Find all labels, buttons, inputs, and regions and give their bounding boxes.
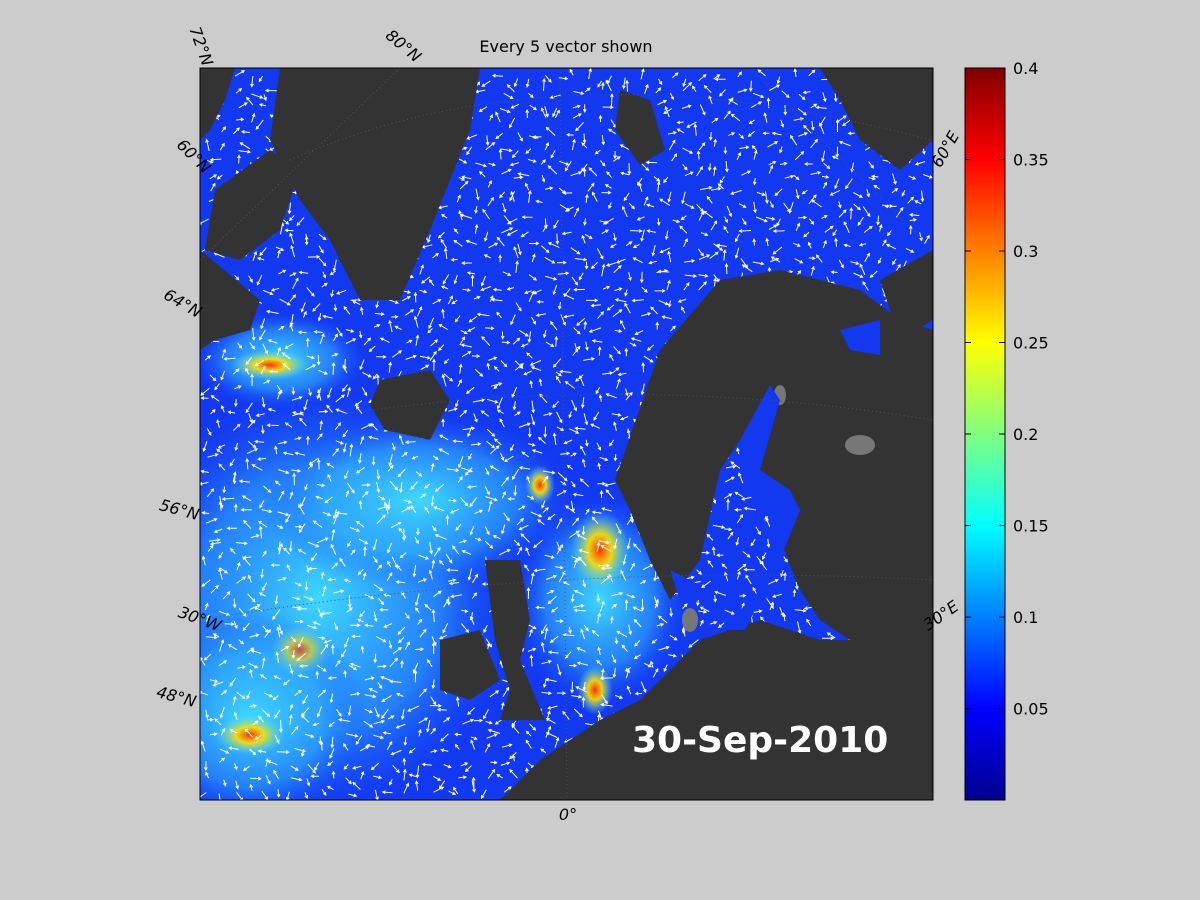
colorbar-tick-label: 0.05	[1013, 700, 1049, 719]
lat-label: 72°N	[185, 24, 217, 68]
map-title: Every 5 vector shown	[479, 37, 652, 56]
lat-label: 64°N	[161, 285, 205, 322]
date-label: 30-Sep-2010	[632, 720, 888, 761]
colorbar-tick-label: 0.2	[1013, 425, 1038, 444]
current-speed-field	[200, 310, 690, 800]
colorbar-tick-label: 0.3	[1013, 242, 1038, 261]
colorbar-tick-label: 0.4	[1013, 59, 1038, 78]
map	[200, 68, 933, 800]
colorbar-tick-label: 0.25	[1013, 334, 1049, 353]
lat-label: 56°N	[157, 495, 201, 524]
map-frame	[199, 67, 934, 801]
colorbar-tick-label: 0.1	[1013, 608, 1038, 627]
graticule	[200, 68, 933, 800]
lat-label: 80°N	[382, 26, 425, 66]
inland-seas	[670, 320, 880, 630]
colorbar-tick-label: 0.15	[1013, 517, 1049, 536]
lat-label: 48°N	[154, 682, 198, 711]
lakes	[682, 385, 875, 632]
land	[200, 68, 933, 800]
colorbar-ticks: 0.05 0.1 0.15 0.2 0.25 0.3 0.35 0.4	[965, 59, 1049, 719]
colorbar-tick-label: 0.35	[1013, 151, 1049, 170]
lon-label: 0°	[559, 805, 577, 824]
